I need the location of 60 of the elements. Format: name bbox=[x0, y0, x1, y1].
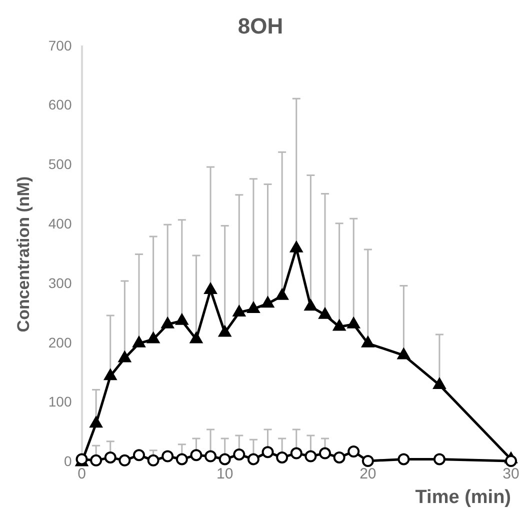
point bbox=[132, 449, 145, 462]
y-tick-label: 500 bbox=[48, 156, 72, 172]
point bbox=[218, 326, 232, 337]
y-tick-label: 0 bbox=[64, 453, 72, 470]
point bbox=[104, 451, 116, 464]
point bbox=[247, 302, 260, 313]
x-tick-label: 0 bbox=[78, 465, 86, 482]
point bbox=[433, 378, 446, 389]
point bbox=[90, 416, 102, 428]
y-tick-label: 200 bbox=[48, 334, 72, 350]
y-tick-label: 700 bbox=[48, 37, 72, 54]
point bbox=[176, 453, 188, 466]
point bbox=[318, 447, 331, 460]
point bbox=[204, 450, 217, 462]
point bbox=[433, 453, 446, 466]
point bbox=[262, 446, 274, 458]
point bbox=[132, 336, 146, 348]
point bbox=[333, 320, 346, 331]
point bbox=[90, 454, 102, 466]
y-tick-label: 400 bbox=[48, 215, 72, 232]
point bbox=[147, 454, 160, 466]
point bbox=[147, 332, 160, 344]
point bbox=[204, 282, 217, 294]
point bbox=[304, 300, 317, 311]
point bbox=[247, 453, 260, 466]
point bbox=[397, 348, 410, 360]
point bbox=[290, 241, 303, 252]
point bbox=[162, 450, 174, 462]
point bbox=[333, 451, 346, 464]
point bbox=[348, 446, 360, 458]
point bbox=[190, 449, 202, 462]
x-axis-title: Time (min) bbox=[415, 486, 511, 508]
point bbox=[362, 336, 374, 348]
point bbox=[304, 450, 317, 462]
y-axis-title: Concentration (nM) bbox=[14, 176, 33, 332]
y-tick-label: 300 bbox=[48, 274, 72, 291]
point bbox=[290, 447, 302, 460]
x-tick-label: 10 bbox=[216, 465, 234, 482]
point bbox=[347, 317, 360, 328]
x-tick-label: 20 bbox=[360, 465, 376, 482]
point bbox=[190, 332, 202, 344]
point bbox=[232, 306, 246, 317]
x-tick-label: 30 bbox=[502, 465, 520, 482]
chart-title: 8OH bbox=[238, 13, 284, 38]
y-tick-label: 100 bbox=[48, 394, 72, 410]
y-tick-label: 600 bbox=[48, 96, 72, 113]
point bbox=[104, 369, 117, 380]
point bbox=[118, 454, 131, 466]
point bbox=[318, 308, 332, 319]
point bbox=[505, 455, 517, 468]
point bbox=[276, 288, 288, 300]
point bbox=[362, 455, 374, 468]
point bbox=[218, 453, 231, 466]
point bbox=[276, 451, 288, 464]
point bbox=[398, 453, 410, 466]
point bbox=[262, 296, 274, 308]
point bbox=[118, 351, 131, 362]
point bbox=[161, 317, 174, 328]
point bbox=[233, 448, 246, 460]
point bbox=[176, 314, 188, 325]
